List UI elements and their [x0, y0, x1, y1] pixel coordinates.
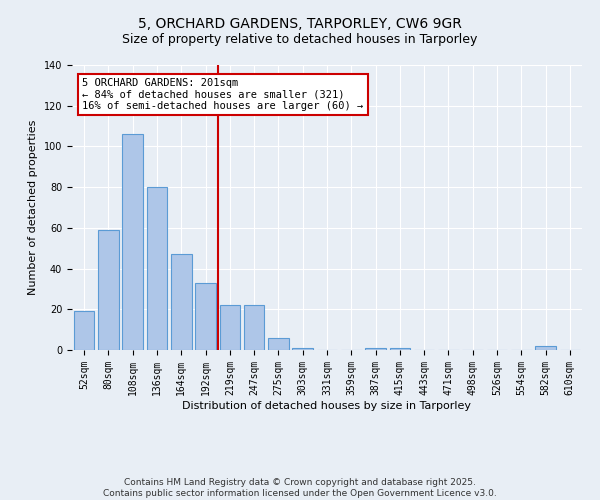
X-axis label: Distribution of detached houses by size in Tarporley: Distribution of detached houses by size …: [182, 400, 472, 410]
Bar: [292, 348, 313, 350]
Bar: [98, 230, 119, 350]
Bar: [220, 305, 240, 350]
Bar: [171, 254, 191, 350]
Text: Contains HM Land Registry data © Crown copyright and database right 2025.
Contai: Contains HM Land Registry data © Crown c…: [103, 478, 497, 498]
Bar: [365, 348, 386, 350]
Bar: [195, 283, 216, 350]
Bar: [146, 187, 167, 350]
Bar: [389, 348, 410, 350]
Y-axis label: Number of detached properties: Number of detached properties: [28, 120, 38, 295]
Bar: [535, 346, 556, 350]
Text: 5, ORCHARD GARDENS, TARPORLEY, CW6 9GR: 5, ORCHARD GARDENS, TARPORLEY, CW6 9GR: [138, 18, 462, 32]
Text: Size of property relative to detached houses in Tarporley: Size of property relative to detached ho…: [122, 32, 478, 46]
Bar: [122, 134, 143, 350]
Bar: [268, 338, 289, 350]
Bar: [244, 305, 265, 350]
Text: 5 ORCHARD GARDENS: 201sqm
← 84% of detached houses are smaller (321)
16% of semi: 5 ORCHARD GARDENS: 201sqm ← 84% of detac…: [82, 78, 364, 111]
Bar: [74, 312, 94, 350]
